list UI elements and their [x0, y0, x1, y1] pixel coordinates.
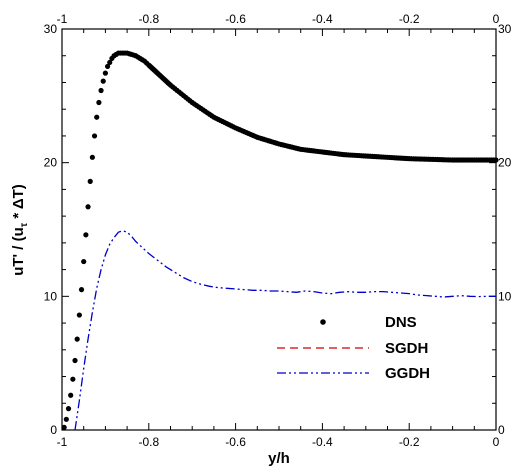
plot-area-border	[61, 28, 497, 431]
legend-label-dns: DNS	[385, 314, 417, 331]
dns-point	[104, 63, 111, 70]
series-group	[61, 50, 499, 431]
dns-point	[209, 113, 215, 119]
dns-point	[230, 124, 237, 130]
dns-point	[100, 78, 106, 84]
legend: DNS SGDH GGDH	[277, 314, 430, 382]
x-tick-label-top: -0.8	[138, 12, 159, 26]
dns-point	[166, 81, 172, 87]
plot-frame	[61, 28, 497, 431]
dns-point	[83, 232, 89, 238]
y-axis-title-tail: * ΔT)	[10, 184, 27, 223]
dns-point	[70, 376, 76, 382]
dns-point	[94, 114, 100, 120]
legend-marker-dns	[320, 319, 326, 325]
dns-point	[382, 154, 388, 160]
dns-point	[74, 336, 80, 342]
dns-point	[187, 98, 193, 104]
x-tick-label-top: -1	[57, 12, 68, 26]
y-tick-label-right: 20	[498, 156, 512, 170]
x-axis-title: y/h	[268, 450, 290, 467]
dns-point	[339, 151, 345, 157]
x-tick-label-bottom: -0.8	[138, 435, 159, 449]
x-tick-label-bottom: -0.2	[399, 435, 420, 449]
dns-point	[89, 154, 95, 160]
y-tick-label-left: 20	[44, 156, 58, 170]
dns-point	[252, 133, 258, 139]
dns-point	[96, 99, 102, 106]
dns-point	[107, 59, 113, 66]
y-tick-label-left: 0	[50, 423, 57, 437]
y-tick-label-left: 10	[44, 289, 58, 303]
svg-text:uT' / (uτ * ΔT): uT' / (uτ * ΔT)	[10, 184, 30, 276]
dns-point	[81, 258, 87, 265]
y-axis-title-subscript: τ	[19, 222, 30, 227]
dns-point	[361, 153, 367, 159]
x-tick-label-top: -0.6	[225, 12, 246, 26]
dns-point	[91, 133, 98, 139]
x-tick-label-bottom: -0.4	[312, 435, 333, 449]
dns-point	[295, 146, 302, 152]
dns-point	[85, 204, 91, 210]
y-axis-title-main: uT' / (u	[10, 227, 27, 276]
legend-label-ggdh: GGDH	[385, 365, 430, 382]
x-tick-label-top: -0.4	[312, 12, 333, 26]
legend-label-sgdh: SGDH	[385, 340, 428, 357]
dns-point	[87, 178, 93, 184]
dns-point	[78, 287, 85, 293]
dns-point	[447, 157, 454, 163]
dns-point	[317, 149, 323, 155]
dns-point	[491, 157, 497, 163]
dns-point	[63, 416, 69, 422]
dns-point	[98, 87, 104, 94]
y-tick-label-left: 30	[44, 22, 58, 36]
x-tick-label-bottom: 0	[493, 435, 500, 449]
x-tick-label-top: 0	[493, 12, 500, 26]
dns-point	[274, 140, 280, 146]
y-tick-label-right: 10	[498, 289, 512, 303]
dns-point	[76, 312, 82, 318]
dns-point	[65, 406, 72, 412]
dns-point	[469, 157, 475, 163]
dns-point	[61, 424, 67, 430]
dns-point	[404, 155, 410, 162]
ggdh-line	[74, 230, 496, 431]
y-tick-label-right: 0	[498, 423, 505, 437]
dns-point	[68, 392, 74, 398]
y-tick-label-right: 30	[498, 22, 512, 36]
dns-point	[72, 357, 78, 364]
x-tick-label-bottom: -1	[57, 435, 68, 449]
y-axis-title: uT' / (uτ * ΔT)	[10, 184, 30, 276]
dns-point	[426, 156, 432, 162]
x-tick-label-top: -0.2	[399, 12, 420, 26]
dns-point	[102, 70, 108, 76]
x-tick-label-bottom: -0.6	[225, 435, 246, 449]
dns-series	[61, 50, 499, 430]
